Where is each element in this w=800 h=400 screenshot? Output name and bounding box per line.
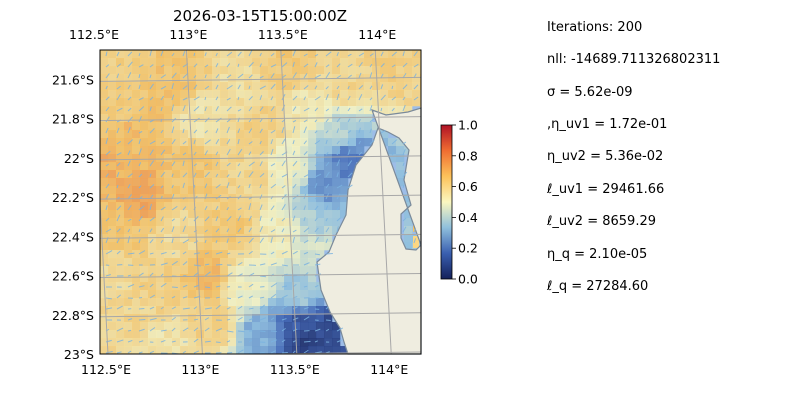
x-tick-label-bottom: 113.5°E — [270, 362, 320, 377]
x-ticks-bottom: 112.5°E 113°E 113.5°E 114°E — [81, 362, 408, 377]
param-eta-uv2: η_uv2 = 5.36e-02 — [547, 149, 664, 164]
y-tick-label: 23°S — [64, 347, 94, 362]
land-mass — [316, 107, 422, 355]
x-tick-label-bottom: 113°E — [181, 362, 219, 377]
colorbar-tick-label: 0.0 — [458, 272, 478, 287]
colorbar-tick-label: 0.2 — [458, 241, 478, 256]
x-ticks-top: 112.5°E 113°E 113.5°E 114°E — [69, 27, 396, 42]
colorbar-tick-label: 0.8 — [458, 148, 478, 163]
x-tick-label-bottom: 114°E — [370, 362, 408, 377]
param-eta-q: η_q = 2.10e-05 — [547, 247, 648, 262]
param-sigma: σ = 5.62e-09 — [547, 85, 633, 100]
param-iterations: Iterations: 200 — [547, 20, 643, 35]
colorbar-tick-label: 0.6 — [458, 179, 478, 194]
x-tick-label-top: 113°E — [169, 27, 207, 42]
map-frame — [99, 49, 422, 355]
param-l-uv1: ℓ_uv1 = 29461.66 — [547, 182, 665, 197]
y-tick-label: 22.4°S — [52, 229, 94, 244]
param-eta-uv1: ,η_uv1 = 1.72e-01 — [547, 117, 668, 132]
colorbar-gradient — [440, 124, 453, 280]
y-tick-label: 22.2°S — [52, 190, 94, 205]
colorbar-tick-label: 0.4 — [458, 210, 478, 225]
x-tick-label-top: 114°E — [358, 27, 396, 42]
y-tick-label: 22°S — [64, 151, 94, 166]
y-ticks: 21.6°S 21.8°S 22°S 22.2°S 22.4°S 22.6°S 22.8°S… — [52, 72, 94, 362]
y-tick-label: 22.6°S — [52, 269, 94, 284]
map-panel — [99, 49, 422, 355]
y-tick-label: 21.6°S — [52, 72, 94, 87]
x-tick-label-top: 112.5°E — [69, 27, 119, 42]
chart-title: 2026-03-15T15:00:00Z — [173, 7, 347, 25]
param-nll: nll: -14689.711326802311 — [547, 52, 721, 67]
param-l-q: ℓ_q = 27284.60 — [547, 279, 649, 294]
graticule — [100, 50, 421, 354]
x-tick-label-bottom: 112.5°E — [81, 362, 131, 377]
colorbar-tick-label: 1.0 — [458, 118, 478, 133]
y-tick-label: 22.8°S — [52, 308, 94, 323]
colorbar: 0.0 0.2 0.4 0.6 0.8 1.0 — [440, 118, 478, 287]
x-tick-label-top: 113.5°E — [258, 27, 308, 42]
y-tick-label: 21.8°S — [52, 112, 94, 127]
colorbar-ticks: 0.0 0.2 0.4 0.6 0.8 1.0 — [452, 118, 478, 287]
param-l-uv2: ℓ_uv2 = 8659.29 — [547, 214, 656, 229]
